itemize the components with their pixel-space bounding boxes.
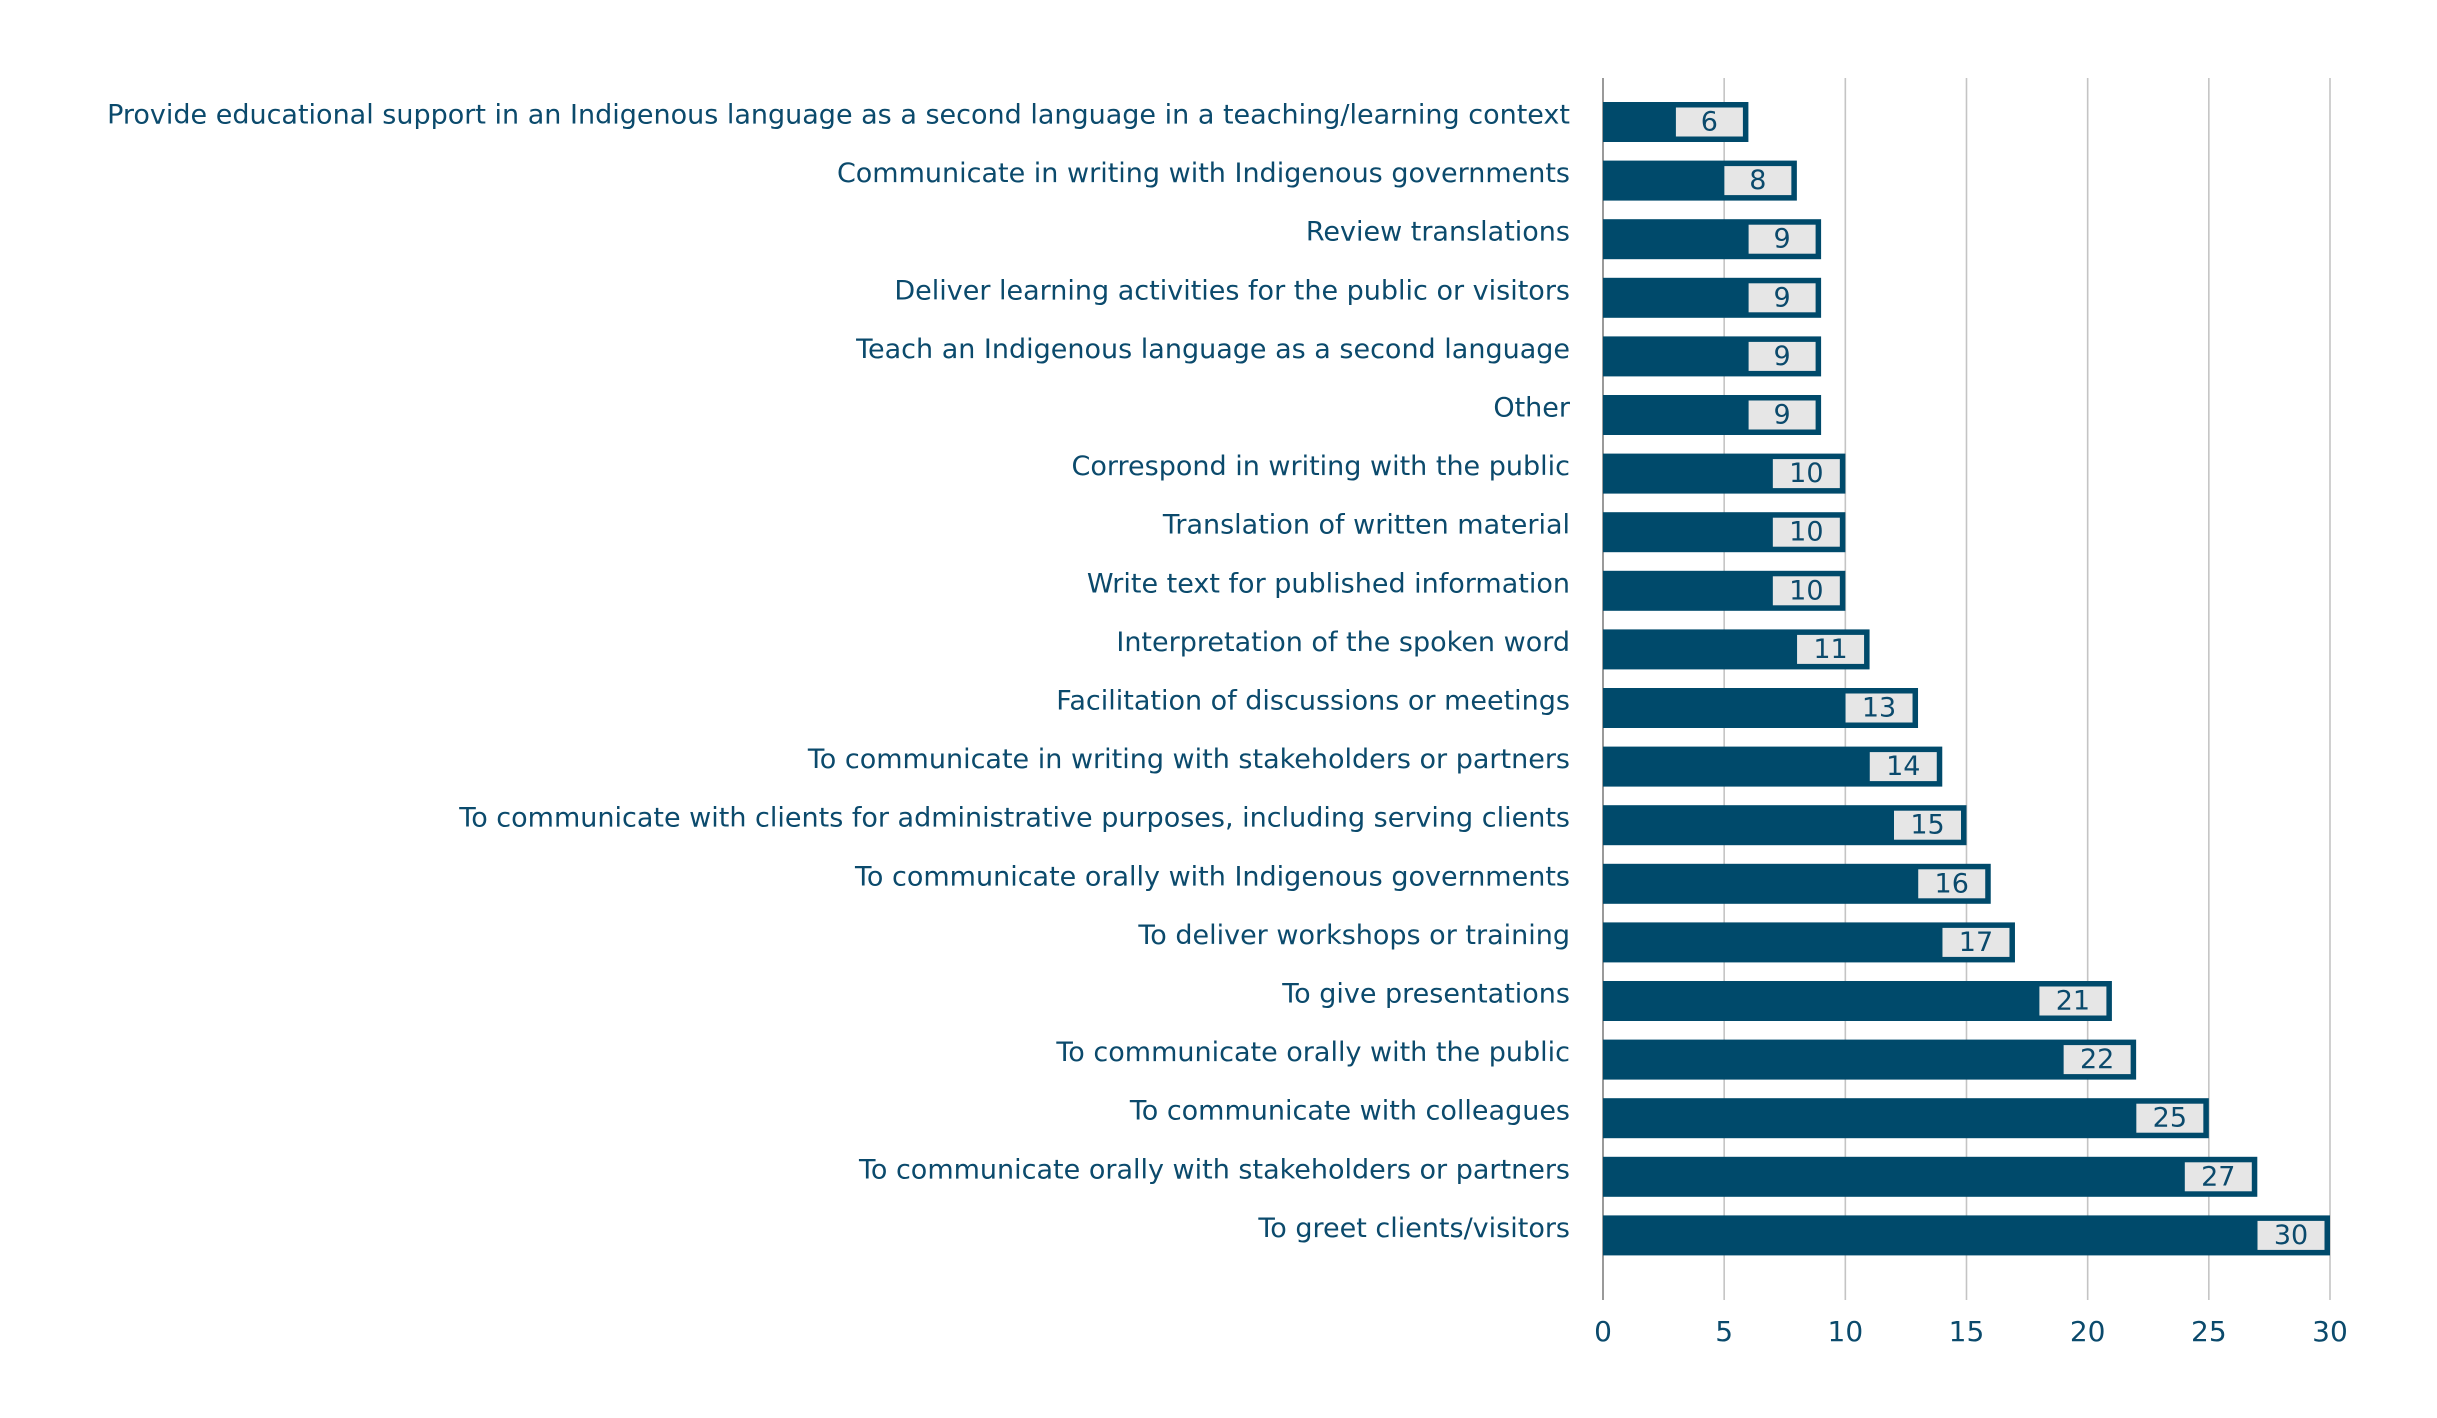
data-label: 9 bbox=[1774, 341, 1791, 372]
data-label: 27 bbox=[2201, 1161, 2235, 1192]
bar bbox=[1603, 981, 2112, 1021]
data-label: 8 bbox=[1749, 165, 1766, 196]
category-label: Interpretation of the spoken word bbox=[1116, 627, 1570, 658]
category-label: Other bbox=[1493, 393, 1571, 424]
category-label: Translation of written material bbox=[1162, 510, 1570, 541]
data-label-box bbox=[1745, 397, 1819, 433]
category-label: Write text for published information bbox=[1087, 568, 1570, 599]
category-label: To communicate orally with Indigenous go… bbox=[854, 861, 1570, 892]
data-label-box bbox=[2036, 983, 2110, 1019]
data-label-box bbox=[1842, 690, 1916, 726]
data-label-box bbox=[2254, 1217, 2328, 1253]
data-label: 10 bbox=[1789, 575, 1823, 606]
data-label-box bbox=[1721, 163, 1795, 199]
category-label: To communicate with clients for administ… bbox=[458, 803, 1570, 834]
data-label-box bbox=[2060, 1042, 2134, 1078]
x-tick-label: 25 bbox=[2191, 1315, 2227, 1348]
data-label-box bbox=[1769, 456, 1843, 492]
category-label: To communicate in writing with stakehold… bbox=[807, 744, 1570, 775]
x-tick-label: 10 bbox=[1828, 1315, 1864, 1348]
category-label: To communicate with colleagues bbox=[1129, 1096, 1570, 1127]
data-label-box bbox=[1672, 104, 1746, 140]
data-label-box bbox=[1939, 924, 2013, 960]
data-label-box bbox=[2133, 1100, 2207, 1136]
x-tick-label: 15 bbox=[1949, 1315, 1985, 1348]
category-label-layer: Provide educational support in an Indige… bbox=[107, 100, 1571, 1244]
data-label: 9 bbox=[1774, 224, 1791, 255]
bar bbox=[1603, 1039, 2137, 1080]
data-label: 21 bbox=[2056, 986, 2090, 1017]
category-label: To greet clients/visitors bbox=[1257, 1213, 1570, 1244]
category-label: Teach an Indigenous language as a second… bbox=[855, 334, 1570, 365]
category-label: Review translations bbox=[1306, 217, 1570, 248]
data-label: 10 bbox=[1789, 458, 1823, 489]
bar bbox=[1603, 1215, 2330, 1256]
data-label-box bbox=[2181, 1159, 2255, 1195]
data-label-box bbox=[1915, 866, 1989, 902]
category-label: Deliver learning activities for the publ… bbox=[894, 275, 1570, 306]
data-label: 15 bbox=[1910, 810, 1944, 841]
category-label: To communicate orally with the public bbox=[1055, 1037, 1570, 1068]
tick-label-layer: 0 5 10 15 20 25 30 bbox=[1594, 1315, 2348, 1348]
data-label-box bbox=[1769, 514, 1843, 550]
bar bbox=[1603, 1098, 2209, 1139]
category-label: Communicate in writing with Indigenous g… bbox=[837, 158, 1570, 189]
data-label-box bbox=[1745, 338, 1819, 374]
data-label: 10 bbox=[1789, 517, 1823, 548]
x-tick-label: 5 bbox=[1715, 1315, 1733, 1348]
data-label: 25 bbox=[2153, 1103, 2187, 1134]
data-label: 11 bbox=[1813, 634, 1847, 665]
data-label: 17 bbox=[1959, 927, 1993, 958]
data-label: 16 bbox=[1935, 868, 1969, 899]
data-label: 9 bbox=[1774, 400, 1791, 431]
data-label-box bbox=[1745, 221, 1819, 257]
data-label: 30 bbox=[2274, 1220, 2308, 1251]
bar bbox=[1603, 1156, 2258, 1197]
category-label: Provide educational support in an Indige… bbox=[107, 100, 1570, 131]
data-label: 9 bbox=[1774, 282, 1791, 313]
category-label: Correspond in writing with the public bbox=[1072, 451, 1570, 482]
data-label-box bbox=[1891, 807, 1964, 843]
data-label: 22 bbox=[2080, 1044, 2114, 1075]
data-label-box bbox=[1745, 280, 1819, 316]
x-tick-label: 0 bbox=[1594, 1315, 1612, 1348]
category-label: Facilitation of discussions or meetings bbox=[1056, 686, 1570, 717]
data-label: 6 bbox=[1701, 107, 1718, 138]
data-label-box bbox=[1866, 749, 1940, 785]
data-label-box bbox=[1794, 631, 1868, 667]
x-tick-label: 20 bbox=[2070, 1315, 2106, 1348]
data-label: 14 bbox=[1886, 751, 1920, 782]
category-label: To give presentations bbox=[1281, 979, 1570, 1010]
category-label: To deliver workshops or training bbox=[1137, 920, 1570, 951]
data-label-box bbox=[1769, 573, 1843, 609]
data-label: 13 bbox=[1862, 693, 1896, 724]
category-label: To communicate orally with stakeholders … bbox=[858, 1154, 1570, 1185]
x-tick-label: 30 bbox=[2312, 1315, 2348, 1348]
